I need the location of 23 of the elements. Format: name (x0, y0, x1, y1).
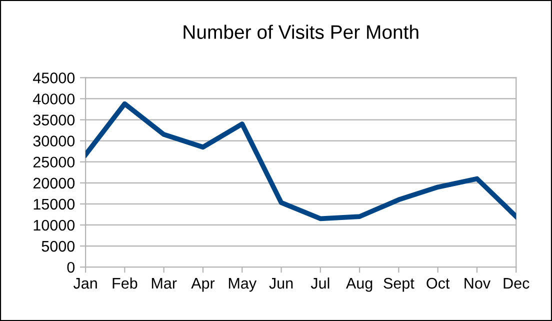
x-tick-label: Feb (112, 277, 138, 289)
x-tick-label: Sept (384, 278, 414, 292)
x-tick-label: Oct (426, 278, 450, 289)
x-tick-label: Mar (152, 278, 177, 289)
y-tick-label: 35000 (33, 114, 75, 126)
y-tick-label: 5000 (42, 240, 75, 252)
x-tick-label: May (228, 278, 257, 292)
x-tick-label: Nov (464, 278, 491, 289)
x-tick-label: Jul (310, 277, 330, 289)
y-tick-label: 20000 (33, 178, 75, 189)
y-tick-label: 15000 (34, 198, 75, 210)
chart-title: Number of Visits Per Month (184, 24, 418, 39)
x-tick-label: Aug (346, 278, 372, 292)
y-tick-label: 0 (67, 262, 75, 273)
y-tick-label: 10000 (34, 220, 75, 231)
x-tick-label: Dec (504, 278, 530, 289)
y-tick-label: 45000 (33, 72, 75, 84)
x-tick-label: Jan (73, 278, 97, 289)
x-tick-label: Apr (191, 278, 215, 292)
y-tick-label: 30000 (33, 136, 75, 146)
y-tick-label: 25000 (33, 156, 75, 168)
y-tick-label: 40000 (33, 94, 75, 104)
x-tick-label: Jun (269, 278, 293, 289)
